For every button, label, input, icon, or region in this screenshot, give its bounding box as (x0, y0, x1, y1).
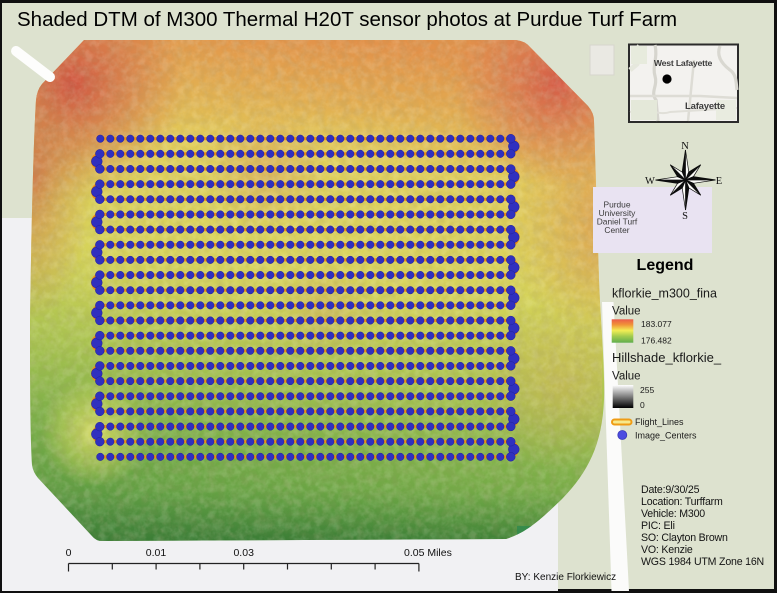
svg-text:Value: Value (612, 371, 641, 383)
svg-text:0: 0 (66, 547, 72, 559)
svg-text:Value: Value (612, 306, 641, 318)
svg-text:Lafayette: Lafayette (685, 101, 725, 112)
svg-text:183.077: 183.077 (641, 319, 672, 329)
svg-text:University: University (599, 208, 637, 218)
svg-text:Center: Center (604, 225, 629, 235)
svg-text:Image_Centers: Image_Centers (635, 431, 697, 441)
svg-text:S: S (682, 211, 688, 222)
svg-text:Daniel Turf: Daniel Turf (597, 217, 638, 227)
svg-text:Flight_Lines: Flight_Lines (635, 417, 684, 427)
svg-text:255: 255 (640, 385, 654, 395)
svg-text:W: W (645, 176, 655, 187)
svg-text:N: N (681, 141, 689, 152)
svg-text:Legend: Legend (637, 257, 694, 274)
svg-text:BY: Kenzie Florkiewicz: BY: Kenzie Florkiewicz (515, 572, 616, 583)
svg-text:0.05 Miles: 0.05 Miles (404, 547, 452, 559)
svg-text:West Lafayette: West Lafayette (654, 58, 713, 68)
svg-text:Purdue: Purdue (603, 200, 630, 210)
svg-text:0.03: 0.03 (233, 547, 254, 559)
svg-text:kflorkie_m300_fina: kflorkie_m300_fina (612, 287, 717, 301)
svg-text:0: 0 (640, 400, 645, 410)
svg-text:0.01: 0.01 (146, 547, 167, 559)
svg-text:E: E (716, 176, 722, 187)
svg-text:176.482: 176.482 (641, 336, 672, 346)
svg-text:Hillshade_kflorkie_: Hillshade_kflorkie_ (612, 350, 722, 365)
